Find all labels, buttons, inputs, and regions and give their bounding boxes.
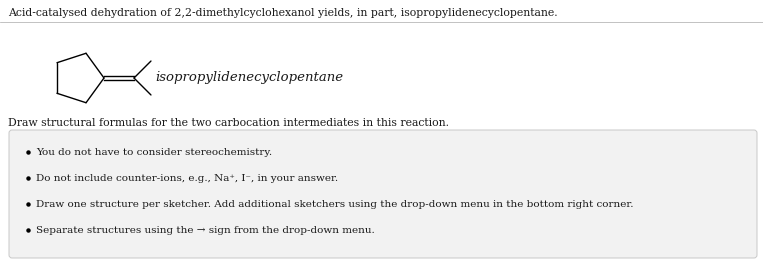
Text: You do not have to consider stereochemistry.: You do not have to consider stereochemis…	[36, 148, 272, 157]
Text: Draw one structure per sketcher. Add additional sketchers using the drop-down me: Draw one structure per sketcher. Add add…	[36, 200, 633, 209]
Text: Do not include counter-ions, e.g., Na⁺, I⁻, in your answer.: Do not include counter-ions, e.g., Na⁺, …	[36, 174, 338, 183]
Text: Separate structures using the → sign from the drop-down menu.: Separate structures using the → sign fro…	[36, 226, 375, 235]
Text: Acid-catalysed dehydration of 2,2-dimethylcyclohexanol yields, in part, isopropy: Acid-catalysed dehydration of 2,2-dimeth…	[8, 8, 558, 18]
FancyBboxPatch shape	[9, 130, 757, 258]
Text: Draw structural formulas for the two carbocation intermediates in this reaction.: Draw structural formulas for the two car…	[8, 118, 449, 128]
Text: isopropylidenecyclopentane: isopropylidenecyclopentane	[155, 72, 343, 85]
